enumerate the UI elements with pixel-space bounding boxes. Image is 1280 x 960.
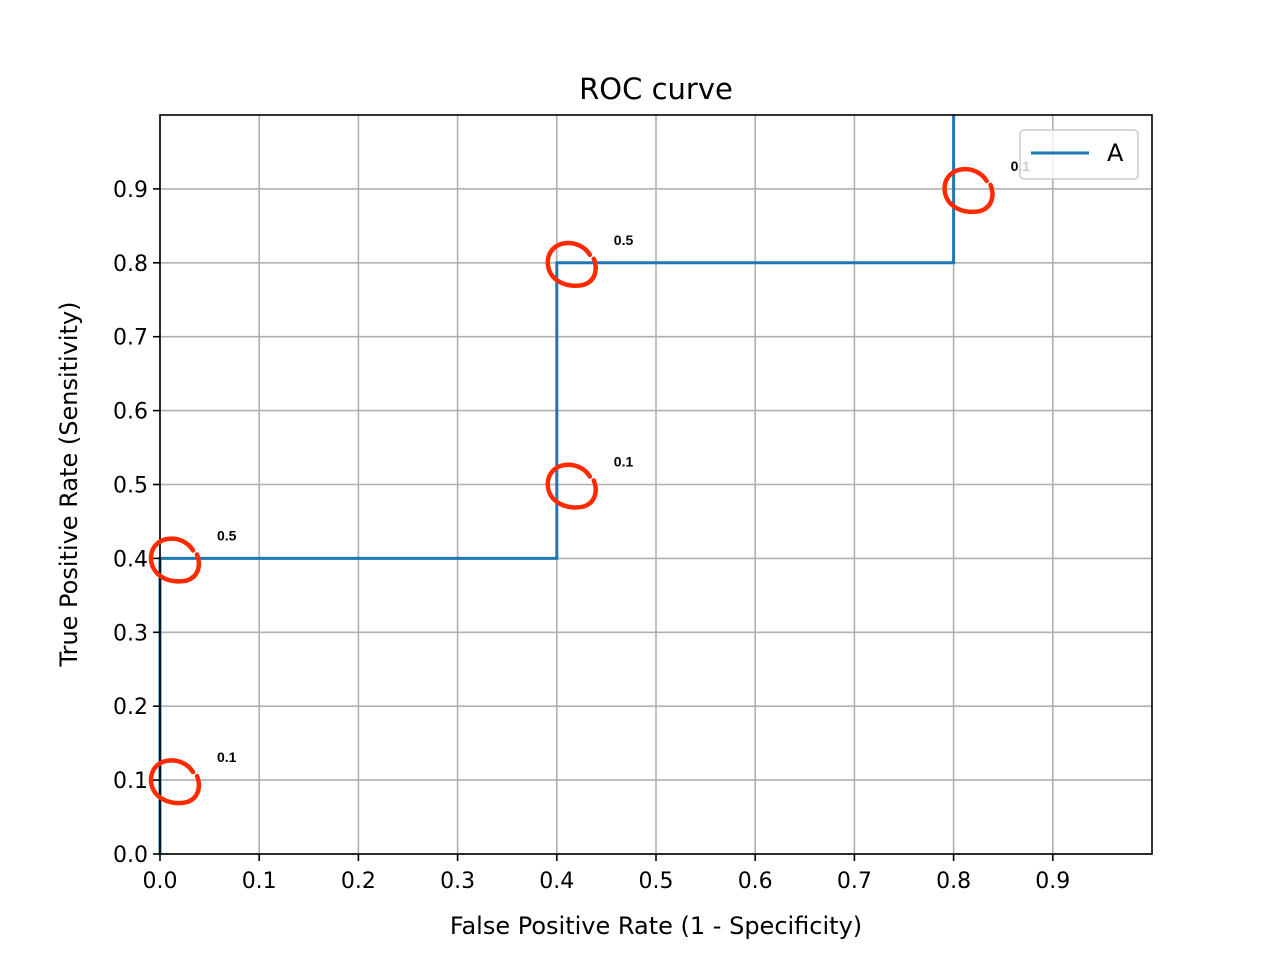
annotation-circle [942,166,995,215]
y-tick-label: 0.5 [113,474,148,499]
annotation-label: 0.5 [217,527,237,543]
x-tick-label: 0.8 [936,869,971,894]
x-axis-label: False Positive Rate (1 - Specificity) [450,912,862,940]
y-tick-label: 0.0 [113,843,148,868]
annotation-label: 0.1 [614,454,634,470]
x-tick-label: 0.6 [738,869,773,894]
y-tick-label: 0.8 [113,252,148,277]
grid [159,115,1152,855]
chart-title: ROC curve [579,72,733,106]
x-tick-label: 0.0 [143,869,178,894]
x-tick-label: 0.7 [837,869,872,894]
x-tick-label: 0.9 [1035,869,1070,894]
y-tick-label: 0.2 [113,695,148,720]
x-tick-label: 0.2 [341,869,376,894]
annotation-label: 0.5 [614,232,634,248]
y-tick-label: 0.6 [113,400,148,425]
y-tick-label: 0.9 [113,178,148,203]
annotation-circle [148,536,202,584]
y-tick-label: 0.7 [113,326,148,351]
annotation-circle [148,758,202,806]
annotation-label: 0.1 [217,749,237,765]
legend-label-a: A [1107,139,1124,167]
annotation-circle [545,240,598,288]
x-tick-label: 0.3 [440,869,475,894]
annotations: 0.10.50.10.50.1 [148,158,1030,806]
y-tick-label: 0.4 [113,547,148,572]
legend: A [1019,129,1139,180]
y-axis-label: True Positive Rate (Sensitivity) [55,301,83,667]
y-tick-label: 0.1 [113,769,148,794]
x-tick-label: 0.5 [639,869,674,894]
ticks: 0.0 0.1 0.2 0.3 0.4 0.5 0.6 0.7 0.8 0.9 0.0 0.1 0.2 0… [113,178,1070,894]
x-tick-label: 0.4 [539,869,574,894]
y-tick-label: 0.3 [113,621,148,646]
x-tick-label: 0.1 [242,869,277,894]
annotation-circle [545,462,598,510]
